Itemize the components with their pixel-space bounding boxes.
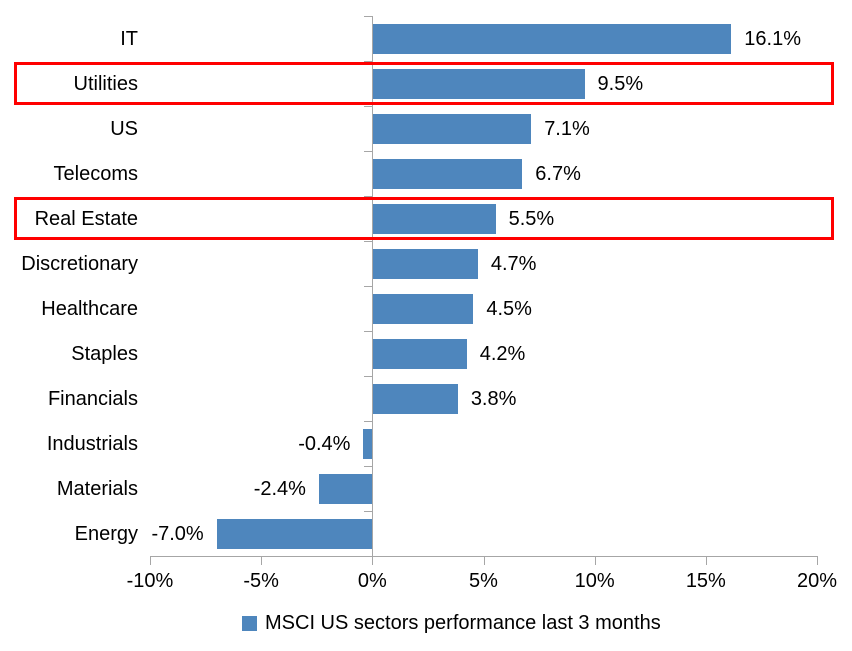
highlight-box [14, 197, 834, 240]
bar [373, 113, 532, 144]
category-tick [364, 106, 373, 107]
category-tick [364, 421, 373, 422]
y-axis-line [372, 16, 373, 556]
legend-marker-swatch [242, 616, 257, 631]
bar [373, 203, 496, 234]
x-axis-tick [484, 556, 485, 565]
category-tick [364, 286, 373, 287]
category-tick [364, 61, 373, 62]
category-tick [364, 196, 373, 197]
category-label: Financials [47, 387, 138, 410]
bar [318, 473, 373, 504]
x-axis-tick [817, 556, 818, 565]
category-tick [364, 241, 373, 242]
x-tick-label: -10% [126, 570, 174, 592]
category-label: Healthcare [41, 297, 138, 320]
category-label: Materials [56, 477, 138, 500]
bar [373, 248, 478, 279]
highlight-box [14, 62, 834, 105]
category-label: Discretionary [21, 252, 138, 275]
category-label: IT [120, 27, 138, 50]
category-label: Utilities [73, 72, 138, 95]
category-tick [364, 331, 373, 332]
bar [363, 428, 373, 459]
category-tick [364, 466, 373, 467]
category-label: Staples [71, 342, 138, 365]
x-axis-tick [372, 556, 373, 565]
value-label: 9.5% [597, 72, 644, 95]
value-label: -2.4% [253, 477, 306, 500]
category-tick [364, 511, 373, 512]
value-label: 3.8% [470, 387, 517, 410]
value-label: 4.7% [490, 252, 537, 275]
bar [216, 518, 373, 549]
value-label: 4.5% [486, 297, 532, 320]
category-label: Telecoms [53, 162, 138, 185]
bar [373, 158, 523, 189]
x-axis-tick [261, 556, 262, 565]
legend-label: MSCI US sectors performance last 3 month… [265, 612, 661, 634]
x-tick-label: -5% [243, 570, 279, 592]
x-tick-label: 15% [685, 570, 726, 592]
bar [373, 383, 458, 414]
value-label: 5.5% [508, 207, 555, 230]
bar [373, 68, 585, 99]
value-label: 6.7% [535, 162, 581, 185]
value-label: -0.4% [298, 432, 351, 455]
category-tick [364, 151, 373, 152]
bar [373, 293, 474, 324]
x-tick-label: 10% [574, 570, 615, 592]
x-axis-tick [595, 556, 596, 565]
x-axis-tick [706, 556, 707, 565]
category-tick [364, 376, 373, 377]
category-label: US [110, 117, 138, 140]
value-label: 7.1% [544, 117, 590, 140]
bar [373, 338, 467, 369]
x-tick-label: 20% [796, 570, 838, 592]
category-label: Energy [74, 522, 138, 545]
value-label: 4.2% [479, 342, 526, 365]
category-label: Industrials [46, 432, 138, 455]
category-label: Real Estate [34, 207, 138, 230]
value-label: 16.1% [744, 27, 801, 50]
category-tick [364, 16, 373, 17]
bar [373, 23, 732, 54]
x-tick-label: 5% [469, 570, 498, 592]
x-axis-tick [150, 556, 151, 565]
value-label: -7.0% [151, 522, 204, 545]
chart-legend: MSCI US sectors performance last 3 month… [242, 612, 661, 635]
x-tick-label: 0% [357, 570, 387, 592]
